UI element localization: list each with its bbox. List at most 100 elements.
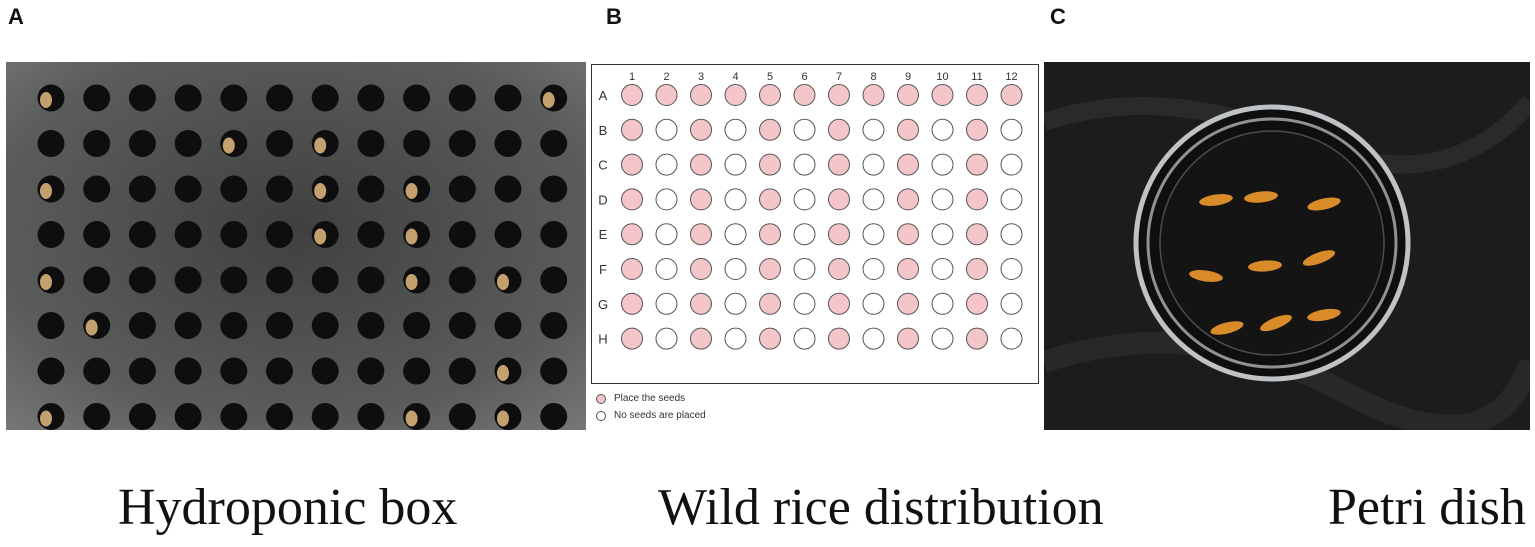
well-empty	[862, 188, 885, 211]
box-hole	[266, 175, 293, 203]
panel-letter-a: A	[8, 4, 24, 29]
box-hole	[357, 221, 385, 248]
well-empty	[931, 188, 954, 211]
seed-in-hole	[542, 92, 555, 108]
rice-seed	[1307, 197, 1341, 211]
box-hole	[266, 130, 293, 157]
box-hole	[174, 130, 202, 157]
box-hole	[494, 130, 522, 157]
box-hole	[128, 84, 156, 112]
legend-seeded-label: Place the seeds	[614, 393, 686, 404]
well-seeded	[931, 84, 954, 106]
box-hole	[494, 312, 522, 339]
box-hole	[357, 130, 385, 157]
box-hole	[357, 175, 385, 203]
well-seeded	[966, 258, 988, 280]
column-label: 1	[629, 71, 635, 83]
rice-seed	[1210, 321, 1244, 335]
box-hole	[83, 175, 111, 203]
well-seeded	[966, 153, 988, 176]
box-hole	[83, 357, 111, 385]
well-empty	[724, 327, 747, 350]
well-seeded	[897, 223, 919, 246]
box-hole	[220, 84, 248, 112]
box-hole	[174, 221, 202, 248]
well-seeded	[759, 223, 781, 246]
box-hole	[403, 130, 431, 157]
column-label: 10	[936, 71, 948, 83]
well-seeded	[897, 153, 919, 176]
well-empty	[931, 292, 954, 315]
box-hole	[174, 403, 202, 430]
well-seeded	[621, 327, 643, 350]
rice-seed	[1302, 250, 1336, 266]
well-empty	[862, 292, 885, 315]
row-label: E	[599, 227, 608, 242]
box-hole	[494, 84, 522, 112]
well-seeded	[828, 118, 850, 141]
well-empty	[655, 292, 678, 315]
box-hole	[448, 130, 476, 157]
panel-letter-b: B	[606, 4, 622, 29]
well-empty	[724, 153, 747, 176]
box-hole	[37, 312, 65, 339]
well-seeded	[1000, 84, 1023, 106]
caption-petri-dish: Petri dish	[1328, 479, 1526, 536]
box-hole	[37, 221, 65, 248]
box-hole	[174, 312, 202, 339]
seed-in-hole	[405, 274, 418, 290]
seed-in-hole	[314, 228, 327, 245]
box-hole	[220, 403, 248, 430]
box-hole	[540, 357, 568, 385]
column-label: 7	[836, 71, 842, 83]
seed-in-hole	[497, 410, 509, 427]
well-seeded	[793, 84, 816, 106]
box-hole	[311, 357, 339, 385]
box-hole	[174, 84, 202, 112]
seed-in-hole	[40, 410, 52, 427]
column-label: 8	[870, 71, 876, 83]
box-hole	[266, 266, 293, 294]
well-seeded	[828, 327, 850, 350]
box-hole	[540, 130, 568, 157]
well-empty	[793, 153, 816, 176]
well-empty	[655, 153, 678, 176]
box-hole	[311, 84, 339, 112]
box-hole	[540, 403, 568, 430]
well-empty	[793, 327, 816, 350]
well-empty	[793, 258, 816, 280]
well-seeded	[828, 292, 850, 315]
row-label: D	[598, 192, 607, 207]
well-empty	[724, 258, 747, 280]
well-seeded	[759, 84, 781, 106]
well-seeded	[897, 258, 919, 280]
box-hole	[448, 403, 476, 430]
cloth-fold	[1040, 331, 1535, 437]
box-hole	[83, 266, 111, 294]
box-hole	[128, 357, 156, 385]
well-seeded	[897, 292, 919, 315]
well-seeded	[724, 84, 747, 106]
seed-in-hole	[314, 137, 327, 154]
well-empty	[724, 118, 747, 141]
seed-in-hole	[497, 274, 509, 290]
box-hole	[220, 312, 248, 339]
seed-in-hole	[405, 183, 418, 199]
box-hole	[174, 266, 202, 294]
well-empty	[931, 118, 954, 141]
column-label: 5	[767, 71, 773, 83]
box-hole	[448, 221, 476, 248]
rice-seed	[1260, 314, 1292, 332]
legend-item-empty: No seeds are placed	[596, 407, 706, 424]
seed-in-hole	[405, 228, 418, 245]
well-empty	[1000, 292, 1023, 315]
well-empty	[724, 223, 747, 246]
box-hole	[448, 84, 476, 112]
box-hole	[174, 357, 202, 385]
box-hole	[357, 403, 385, 430]
well-empty	[1000, 327, 1023, 350]
box-hole	[357, 357, 385, 385]
box-hole	[403, 357, 431, 385]
well-seeded	[621, 84, 643, 106]
